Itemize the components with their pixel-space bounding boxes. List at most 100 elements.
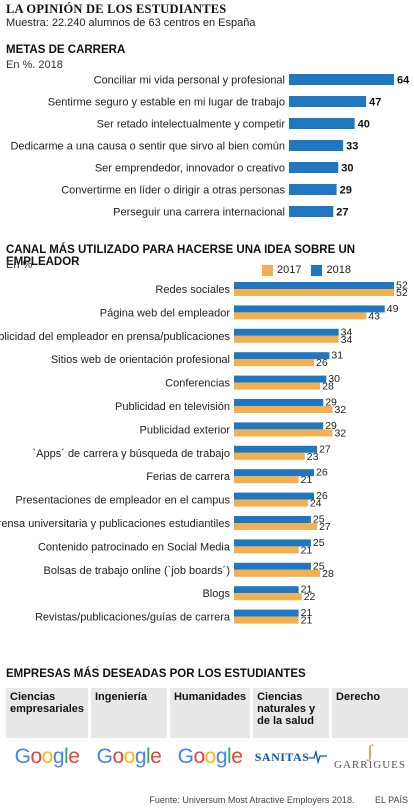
- sanitas-logo-text: SANITAS: [254, 749, 310, 764]
- bar-2017: [234, 289, 394, 296]
- company-col-empresariales: Ciencias empresariales Google: [6, 688, 88, 776]
- bar-value-2017: 27: [319, 521, 331, 533]
- bar-2018: [234, 305, 385, 313]
- bar-label: Convertirme en líder o dirigir a otras p…: [61, 185, 285, 197]
- garrigues-logo-text: GARRIGUES: [334, 759, 406, 771]
- bar-value-2018: 49: [387, 303, 399, 315]
- bar-value-2018: 27: [319, 443, 331, 455]
- bar: [289, 140, 344, 151]
- garrigues-mark-icon: ʃ: [367, 741, 374, 761]
- company-category: Humanidades: [169, 688, 251, 738]
- bar-2017: [234, 569, 321, 577]
- bar-value: 33: [346, 141, 358, 153]
- bar-value-2017: 26: [316, 357, 328, 369]
- bar-2017: [234, 359, 314, 367]
- bar-2017: [234, 593, 302, 601]
- bar-label: `Apps´ de carrera y búsqueda de trabajo: [32, 448, 230, 460]
- bar-value-2018: 29: [325, 397, 337, 409]
- bar-label: Ser emprendedor, innovador o creativo: [95, 163, 285, 175]
- bar-value-2017: 22: [304, 591, 316, 603]
- bar-value-2017: 24: [310, 498, 322, 510]
- bar: [289, 206, 334, 217]
- heartbeat-icon: [309, 750, 328, 764]
- bar-2017: [234, 476, 299, 484]
- bar-2017: [234, 499, 308, 507]
- bar-2018: [234, 375, 327, 383]
- bar-value-2018: 29: [325, 420, 337, 432]
- bar-2017: [234, 429, 333, 437]
- bar-label: Ferias de carrera: [146, 471, 231, 483]
- google-logo-text: Google: [177, 745, 243, 768]
- bar-2018: [234, 562, 311, 570]
- bar: [289, 96, 367, 107]
- bar-label: Sentirme seguro y estable en mi lugar de…: [48, 97, 285, 109]
- bar-value-2017: 21: [301, 474, 313, 486]
- company-category: Derecho: [332, 688, 408, 738]
- legend-swatch-2018: [311, 264, 323, 276]
- bar-label: Publicidad del empleador en prensa/publi…: [0, 331, 230, 343]
- bar-label: Blogs: [202, 588, 230, 600]
- bar-value-2018: 25: [313, 560, 325, 572]
- bar-value: 30: [341, 163, 353, 175]
- bar-2017: [234, 406, 333, 413]
- bar-value-2018: 25: [313, 537, 325, 549]
- google-logo-text: Google: [14, 745, 80, 768]
- page-subtitle: Muestra: 22.240 alumnos de 63 centros en…: [6, 17, 256, 29]
- bar-label: Página web del empleador: [100, 307, 231, 319]
- bar-label: Perseguir una carrera internacional: [113, 207, 285, 219]
- google-logo: Google: [6, 738, 88, 776]
- bar-value-2018: 21: [301, 607, 313, 619]
- source-footer: Fuente: Universum Most Atractive Employe…: [6, 795, 408, 805]
- bar-value-2017: 43: [368, 310, 380, 322]
- google-logo: Google: [91, 738, 167, 776]
- bar-2018: [234, 469, 314, 477]
- bar-value-2018: 26: [316, 490, 328, 502]
- bar: [289, 184, 337, 195]
- bar-value: 29: [340, 185, 352, 197]
- bar-2018: [234, 539, 311, 547]
- company-col-humanidades: Humanidades Google: [169, 688, 251, 776]
- bar-2018: [234, 352, 330, 360]
- google-logo-text: Google: [96, 745, 162, 768]
- companies-table: Ciencias empresariales Google Ingeniería…: [6, 688, 408, 776]
- bar-value: 40: [358, 119, 370, 131]
- bar-label: Dedicarme a una causa o sentir que sirvo…: [10, 141, 285, 153]
- bar-label: Publicidad en televisión: [115, 401, 230, 413]
- bar-value: 64: [397, 75, 410, 87]
- brand-text: EL PAÍS: [374, 795, 408, 805]
- bar-label: Prensa universitaria y publicaciones est…: [0, 518, 230, 530]
- legend-item-2017: 2017: [262, 264, 301, 276]
- bar-2017: [234, 546, 299, 554]
- bar-label: Sitios web de orientación profesional: [51, 354, 230, 366]
- bar-value-2018: 26: [316, 467, 328, 479]
- bar-label: Publicidad exterior: [140, 424, 231, 436]
- goals-chart: Conciliar mi vida personal y profesional…: [10, 74, 410, 219]
- bar: [289, 74, 394, 85]
- bar-value-2018: 34: [341, 326, 353, 338]
- bar-2018: [234, 586, 299, 594]
- bar-label: Presentaciones de empleador en el campus: [15, 495, 230, 507]
- bar: [289, 118, 355, 129]
- garrigues-logo: ʃ GARRIGUES: [332, 738, 408, 776]
- bar-value-2018: 31: [331, 350, 343, 362]
- bar-value-2017: 34: [341, 334, 353, 346]
- legend-label-2018: 2018: [326, 264, 351, 276]
- legend-label-2017: 2017: [277, 264, 302, 276]
- bar-value-2018: 21: [301, 584, 313, 596]
- bar-2018: [234, 492, 314, 500]
- bar-value-2017: 32: [334, 427, 346, 439]
- company-category: Ingeniería: [91, 688, 167, 738]
- bar-value-2017: 52: [396, 287, 408, 299]
- bar-label: Conferencias: [165, 378, 230, 390]
- goals-chart-title: METAS DE CARRERA: [6, 44, 126, 56]
- bar: [289, 162, 339, 173]
- bar-value-2017: 28: [322, 568, 334, 580]
- bar-value: 27: [336, 207, 348, 219]
- google-logo: Google: [169, 738, 251, 776]
- company-col-ciencias-salud: Ciencias naturales y de la salud SANITAS: [253, 688, 330, 776]
- bar-label: Revistas/publicaciones/guías de carrera: [35, 612, 231, 624]
- bar-value-2018: 25: [313, 514, 325, 526]
- companies-title: EMPRESAS MÁS DESEADAS POR LOS ESTUDIANTE…: [6, 668, 306, 680]
- source-text: Fuente: Universum Most Atractive Employe…: [149, 795, 355, 805]
